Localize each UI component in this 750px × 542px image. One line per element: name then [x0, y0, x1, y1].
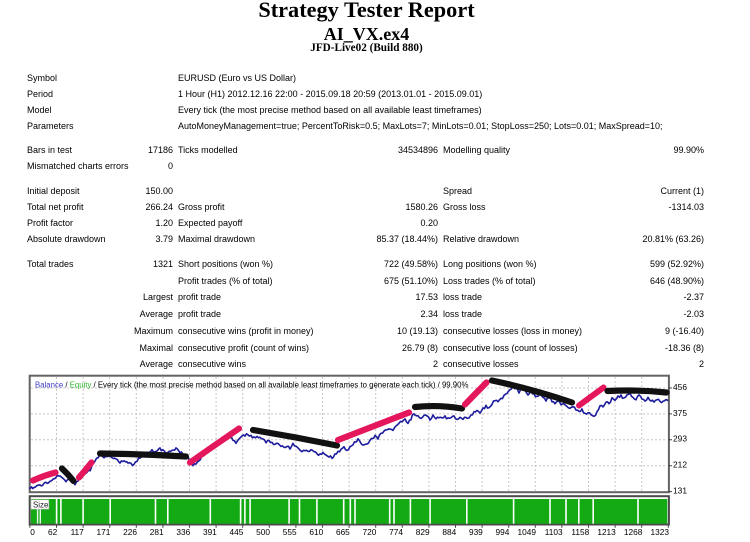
svg-text:665: 665	[336, 527, 350, 537]
svg-text:293: 293	[673, 434, 687, 444]
svg-text:1268: 1268	[624, 527, 643, 537]
svg-text:500: 500	[256, 527, 270, 537]
svg-text:0: 0	[30, 527, 35, 537]
svg-text:1213: 1213	[597, 527, 616, 537]
svg-text:720: 720	[363, 527, 377, 537]
svg-text:131: 131	[673, 486, 687, 496]
svg-text:456: 456	[673, 382, 687, 392]
svg-text:62: 62	[48, 527, 58, 537]
svg-text:1158: 1158	[571, 527, 589, 537]
svg-text:774: 774	[389, 527, 403, 537]
svg-text:994: 994	[496, 527, 510, 537]
svg-text:336: 336	[176, 527, 190, 537]
svg-text:610: 610	[309, 527, 323, 537]
svg-text:1049: 1049	[518, 527, 537, 537]
svg-text:117: 117	[71, 527, 85, 537]
svg-text:555: 555	[283, 527, 297, 537]
svg-text:375: 375	[673, 408, 687, 418]
svg-text:Size: Size	[33, 500, 49, 509]
svg-text:391: 391	[203, 527, 217, 537]
svg-text:445: 445	[230, 527, 244, 537]
svg-text:884: 884	[442, 527, 456, 537]
svg-text:171: 171	[97, 527, 111, 537]
svg-text:281: 281	[150, 527, 164, 537]
svg-text:226: 226	[123, 527, 137, 537]
svg-text:939: 939	[469, 527, 483, 537]
svg-text:1323: 1323	[651, 527, 670, 537]
svg-text:Balance / Equity / Every tick: Balance / Equity / Every tick (the most …	[35, 380, 468, 389]
svg-text:212: 212	[673, 460, 687, 470]
svg-text:829: 829	[416, 527, 430, 537]
svg-text:1103: 1103	[545, 527, 563, 537]
